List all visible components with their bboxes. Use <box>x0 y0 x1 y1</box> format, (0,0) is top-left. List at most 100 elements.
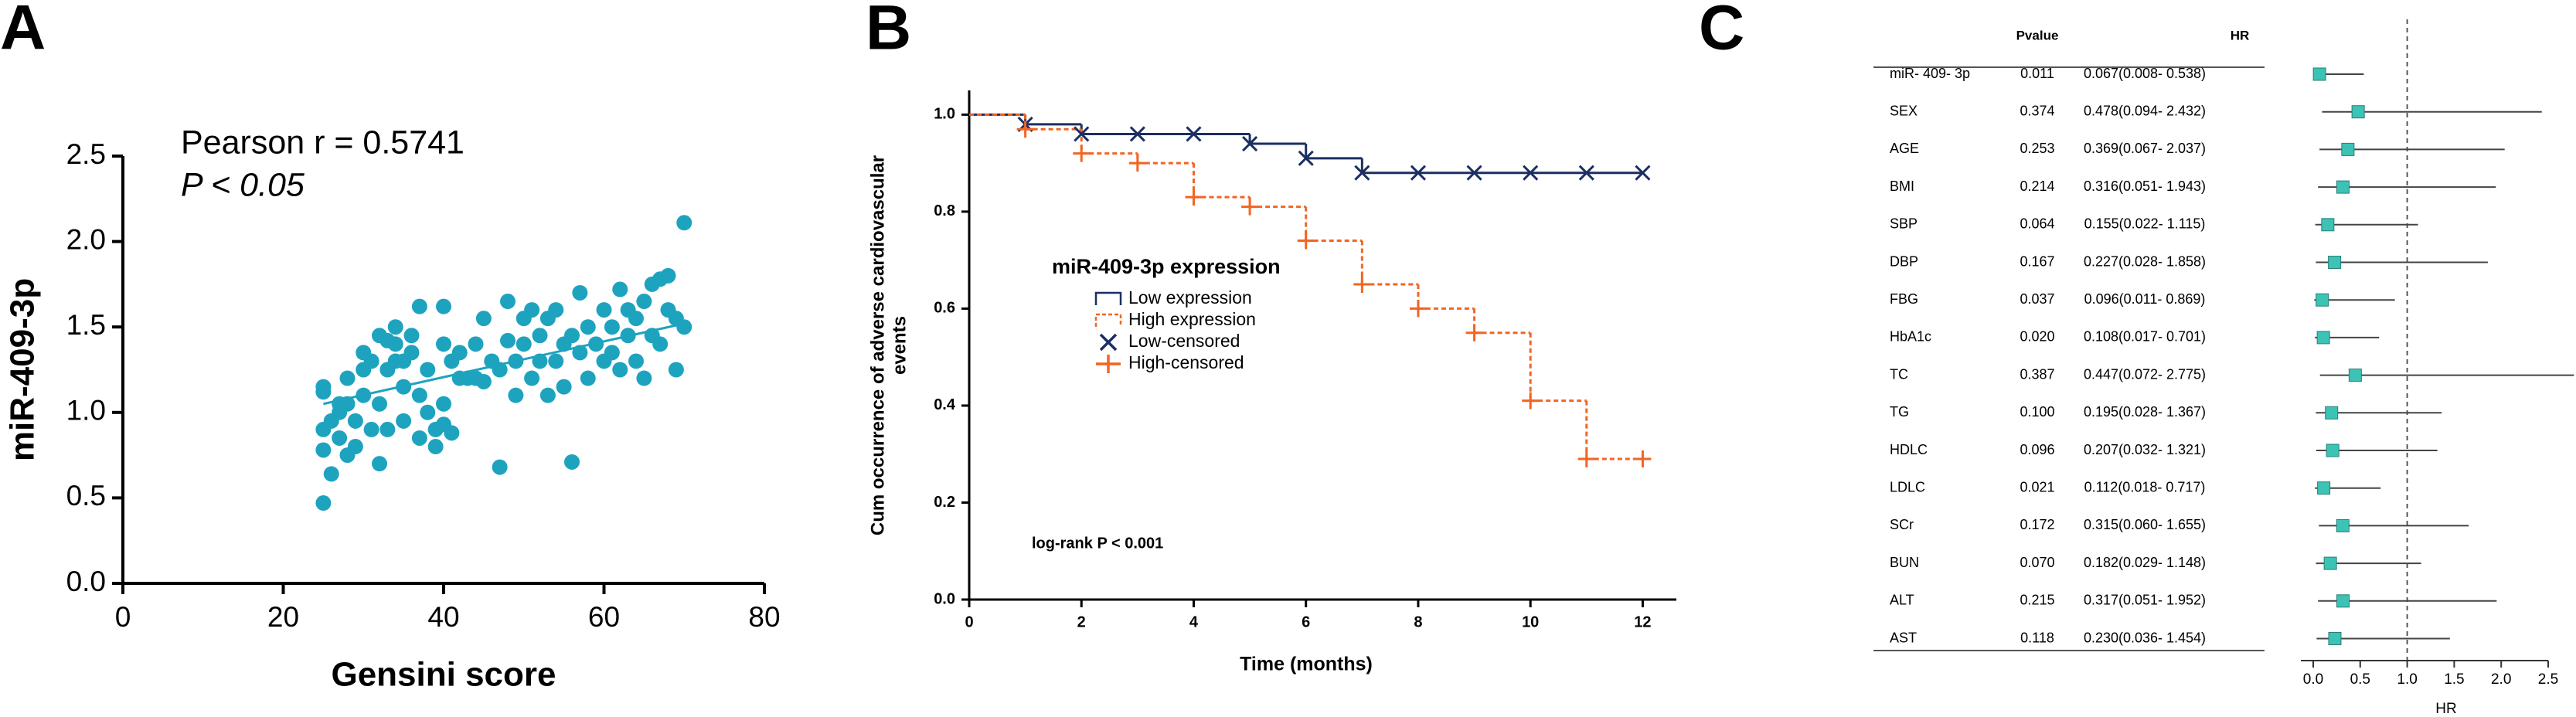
point <box>636 370 652 386</box>
row-label: AST <box>1890 630 1917 645</box>
point <box>396 413 412 429</box>
hr-marker <box>2336 518 2350 532</box>
point <box>636 294 652 310</box>
point <box>556 379 572 395</box>
point <box>372 456 387 472</box>
column-header: Pvalue <box>2016 28 2059 42</box>
point <box>612 362 628 378</box>
point <box>411 298 427 314</box>
y-axis-label: Cum occurrence of adverse cardiovascular <box>867 155 888 535</box>
point <box>652 336 669 352</box>
point <box>668 362 684 378</box>
column-header: HR <box>2231 28 2250 42</box>
panel-label: B <box>866 0 911 63</box>
y-tick-label: 0.5 <box>66 480 106 511</box>
annotation: Pearson r = 0.5741 <box>181 124 464 161</box>
point <box>323 466 339 482</box>
point <box>492 459 508 475</box>
point <box>612 281 628 297</box>
x-tick-label: 2.5 <box>2538 671 2558 688</box>
censor-mark <box>1577 450 1595 467</box>
y-tick-label: 0.4 <box>934 396 956 413</box>
hr-label: 0.108(0.017- 0.701) <box>2084 329 2206 345</box>
point <box>420 362 436 378</box>
point <box>564 454 580 470</box>
hr-marker <box>2336 180 2350 194</box>
point <box>444 425 460 441</box>
p-value: 0.215 <box>2020 593 2054 608</box>
point <box>315 442 332 458</box>
x-axis-label: HR <box>2435 701 2456 717</box>
row-label: SCr <box>1890 517 1914 532</box>
point <box>508 387 524 403</box>
p-value: 0.070 <box>2020 555 2054 570</box>
censor-mark <box>1242 135 1258 152</box>
x-tick-label: 10 <box>1522 613 1539 630</box>
forest-plot <box>2312 67 2574 645</box>
hr-label: 0.316(0.051- 1.943) <box>2084 178 2206 194</box>
point <box>500 332 516 348</box>
p-value: 0.021 <box>2020 479 2054 494</box>
y-tick-label: 0.8 <box>934 202 955 219</box>
censor-mark <box>1353 276 1371 294</box>
row-label: LDLC <box>1890 479 1925 494</box>
p-value: 0.214 <box>2020 178 2054 194</box>
legend-label: Low-censored <box>1128 331 1240 351</box>
censor-mark <box>1185 189 1203 206</box>
y-tick-label: 1.5 <box>66 309 106 341</box>
point <box>436 396 451 412</box>
point <box>411 430 427 446</box>
legend-symbol <box>1094 313 1122 327</box>
row-label: DBP <box>1890 253 1918 269</box>
censor-mark <box>1634 450 1652 467</box>
hr-label: 0.182(0.029- 1.148) <box>2084 555 2206 570</box>
censor-mark <box>1410 165 1427 181</box>
censor-mark <box>1466 165 1482 181</box>
hr-marker <box>2325 406 2339 420</box>
hr-label: 0.155(0.022- 1.115) <box>2084 216 2206 232</box>
x-axis-label: Time (months) <box>1240 654 1373 675</box>
p-value: 0.167 <box>2020 253 2054 269</box>
row-label: TG <box>1890 404 1909 420</box>
hr-label: 0.230(0.036- 1.454) <box>2084 630 2206 645</box>
y-tick-label: 1.0 <box>66 395 106 426</box>
point <box>332 430 348 446</box>
legend-label: High expression <box>1128 309 1256 329</box>
censor-mark <box>1635 165 1651 181</box>
point <box>580 319 596 335</box>
point <box>403 328 420 344</box>
hr-marker <box>2328 632 2342 645</box>
x-tick-label: 0.5 <box>2350 671 2370 688</box>
hr-label: 0.478(0.094- 2.432) <box>2084 103 2206 118</box>
row-label: SEX <box>1890 103 1918 118</box>
point <box>315 379 332 395</box>
p-value: 0.172 <box>2020 517 2054 532</box>
hr-marker <box>2316 293 2329 307</box>
point <box>500 294 516 310</box>
hr-label: 0.369(0.067- 2.037) <box>2084 141 2206 156</box>
hr-marker <box>2316 331 2330 345</box>
x-tick-label: 60 <box>588 601 620 633</box>
p-value: 0.064 <box>2020 216 2054 232</box>
hr-marker <box>2348 369 2362 382</box>
point <box>676 319 692 335</box>
row-label: BMI <box>1890 178 1914 194</box>
hr-label: 0.227(0.028- 1.858) <box>2084 253 2206 269</box>
point <box>676 215 692 231</box>
point <box>548 302 564 318</box>
x-tick-label: 12 <box>1634 613 1651 630</box>
x-tick-label: 40 <box>427 601 459 633</box>
point <box>596 302 612 318</box>
censor-mark <box>1074 126 1090 142</box>
y-tick-label: 0.0 <box>934 590 955 607</box>
hr-label: 0.096(0.011- 0.869) <box>2084 291 2206 307</box>
point <box>660 267 676 284</box>
hr-marker <box>2323 556 2337 570</box>
hr-label: 0.195(0.028- 1.367) <box>2084 404 2206 420</box>
point <box>468 336 484 352</box>
point <box>628 311 644 327</box>
x-tick-label: 20 <box>267 601 299 633</box>
point <box>347 439 363 455</box>
row-label: HbA1c <box>1890 329 1931 345</box>
